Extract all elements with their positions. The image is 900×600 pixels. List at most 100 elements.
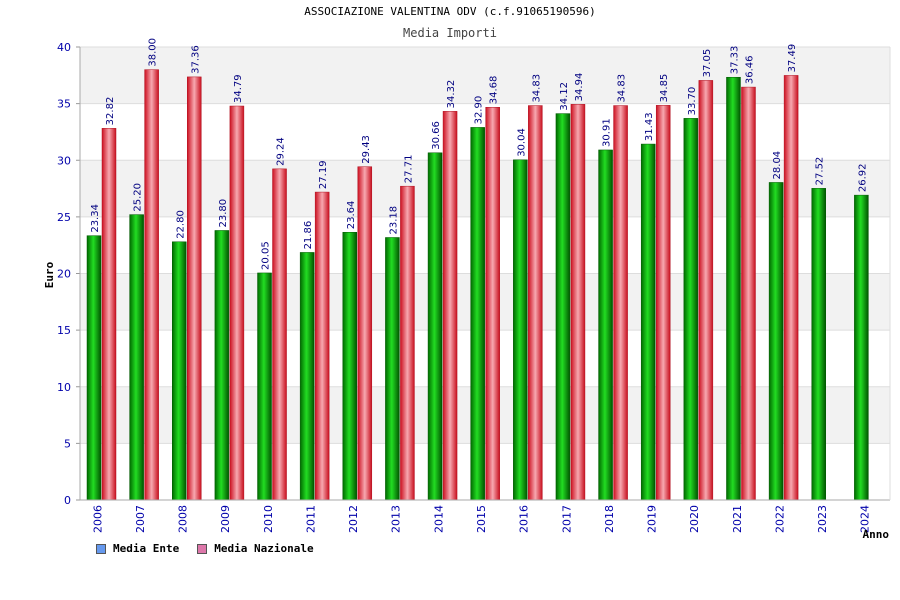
bar-media-nazionale-2010 (272, 168, 287, 501)
data-label: 27.19 (318, 160, 329, 189)
x-tick-label: 2013 (390, 505, 403, 533)
data-label: 37.05 (702, 49, 713, 78)
y-tick-label: 15 (57, 324, 71, 337)
data-label: 23.18 (388, 206, 399, 235)
data-label: 34.83 (531, 74, 542, 103)
bar-media-ente-2024 (854, 194, 869, 501)
chart-owner-title: ASSOCIAZIONE VALENTINA ODV (c.f.91065190… (304, 5, 596, 18)
chart-title: Media Importi (403, 26, 497, 40)
bar-media-ente-2017 (555, 113, 571, 501)
bar-media-nazionale-2021 (741, 86, 756, 501)
data-label: 34.85 (659, 74, 670, 103)
bar-media-nazionale-2007 (144, 69, 159, 501)
x-tick-label: 2012 (347, 505, 360, 533)
y-tick-label: 0 (64, 494, 71, 507)
data-labels-group: 23.34 32.82 25.20 38.00 22.80 37.36 23.80 34.79… (90, 38, 868, 270)
data-label: 29.43 (361, 135, 372, 164)
data-label: 34.94 (574, 73, 585, 102)
data-label: 25.20 (133, 183, 144, 212)
bar-media-nazionale-2022 (783, 75, 799, 501)
data-label: 38.00 (148, 38, 159, 67)
data-label: 33.70 (687, 87, 698, 116)
data-label: 27.71 (403, 155, 414, 184)
data-label: 34.32 (446, 80, 457, 109)
data-label: 22.80 (175, 210, 186, 239)
data-label: 23.80 (218, 199, 229, 228)
bar-media-ente-2009 (214, 230, 230, 501)
bar-media-ente-2014 (427, 152, 443, 501)
data-label: 32.90 (474, 96, 485, 125)
data-label: 37.33 (729, 46, 740, 75)
bar-media-nazionale-2006 (101, 128, 117, 501)
data-label: 34.12 (559, 82, 570, 111)
x-tick-label: 2014 (432, 505, 445, 533)
y-tick-label: 10 (57, 381, 71, 394)
bars-group (86, 69, 869, 501)
bar-media-ente-2015 (470, 127, 485, 501)
bar-media-ente-2011 (299, 252, 315, 501)
legend-item-media-ente: Media Ente (96, 542, 179, 555)
x-tick-label: 2010 (262, 505, 275, 533)
y-axis-label: Euro (43, 261, 56, 288)
bar-media-nazionale-2015 (485, 106, 500, 501)
bar-media-ente-2016 (513, 159, 528, 501)
x-tick-label: 2021 (731, 505, 744, 533)
y-tick-label: 5 (64, 437, 71, 450)
data-label: 34.79 (233, 74, 244, 103)
bar-media-ente-2021 (726, 76, 741, 501)
x-tick-label: 2008 (177, 505, 190, 533)
bar-media-nazionale-2019 (655, 105, 671, 501)
data-label: 20.05 (261, 241, 272, 270)
bar-media-ente-2013 (385, 237, 400, 501)
data-label: 30.66 (431, 121, 442, 150)
bar-media-nazionale-2017 (570, 104, 586, 501)
y-tick-label: 25 (57, 211, 71, 224)
legend-label-media-ente: Media Ente (113, 542, 180, 555)
x-tick-label: 2022 (773, 505, 786, 533)
bar-media-ente-2023 (811, 188, 826, 501)
bar-media-nazionale-2011 (314, 191, 330, 501)
bar-media-nazionale-2018 (613, 105, 628, 501)
bar-media-nazionale-2020 (698, 80, 714, 501)
bar-media-nazionale-2012 (357, 166, 373, 501)
data-label: 23.34 (90, 204, 101, 233)
x-tick-label: 2006 (91, 505, 104, 533)
x-tick-label: 2011 (304, 505, 317, 533)
bar-media-ente-2007 (129, 214, 144, 501)
data-label: 36.46 (744, 55, 755, 84)
bar-media-ente-2008 (172, 241, 187, 501)
legend-swatch-media-nazionale (197, 543, 208, 554)
x-tick-label: 2020 (688, 505, 701, 533)
data-label: 34.83 (617, 74, 628, 103)
bar-media-nazionale-2009 (229, 105, 245, 501)
bar-media-ente-2022 (768, 182, 784, 501)
legend: Media Ente Media Nazionale (96, 542, 314, 555)
bar-media-ente-2018 (598, 149, 613, 501)
bar-media-ente-2012 (342, 232, 358, 501)
x-tick-label: 2016 (518, 505, 531, 533)
data-label: 21.86 (303, 221, 314, 250)
bar-media-nazionale-2013 (400, 185, 415, 501)
y-tick-label: 40 (57, 41, 71, 54)
bar-media-ente-2006 (86, 235, 102, 501)
x-tick-label: 2017 (560, 505, 573, 533)
data-label: 26.92 (857, 163, 868, 192)
legend-item-media-nazionale: Media Nazionale (197, 542, 314, 555)
x-axis-label: Anno (863, 528, 890, 541)
x-tick-label: 2023 (816, 505, 829, 533)
x-tick-label: 2009 (219, 505, 232, 533)
data-label: 29.24 (276, 137, 287, 166)
data-label: 37.36 (190, 45, 201, 74)
data-label: 30.04 (516, 128, 527, 157)
y-tick-label: 35 (57, 98, 71, 111)
data-label: 32.82 (105, 97, 116, 126)
legend-swatch-media-ente (96, 543, 106, 554)
data-label: 34.68 (489, 76, 500, 105)
data-label: 37.49 (787, 44, 798, 73)
data-label: 30.91 (602, 118, 613, 147)
bar-media-ente-2020 (683, 118, 699, 501)
x-tick-label: 2007 (134, 505, 147, 533)
y-tick-label: 20 (57, 268, 71, 281)
x-tick-label: 2018 (603, 505, 616, 533)
